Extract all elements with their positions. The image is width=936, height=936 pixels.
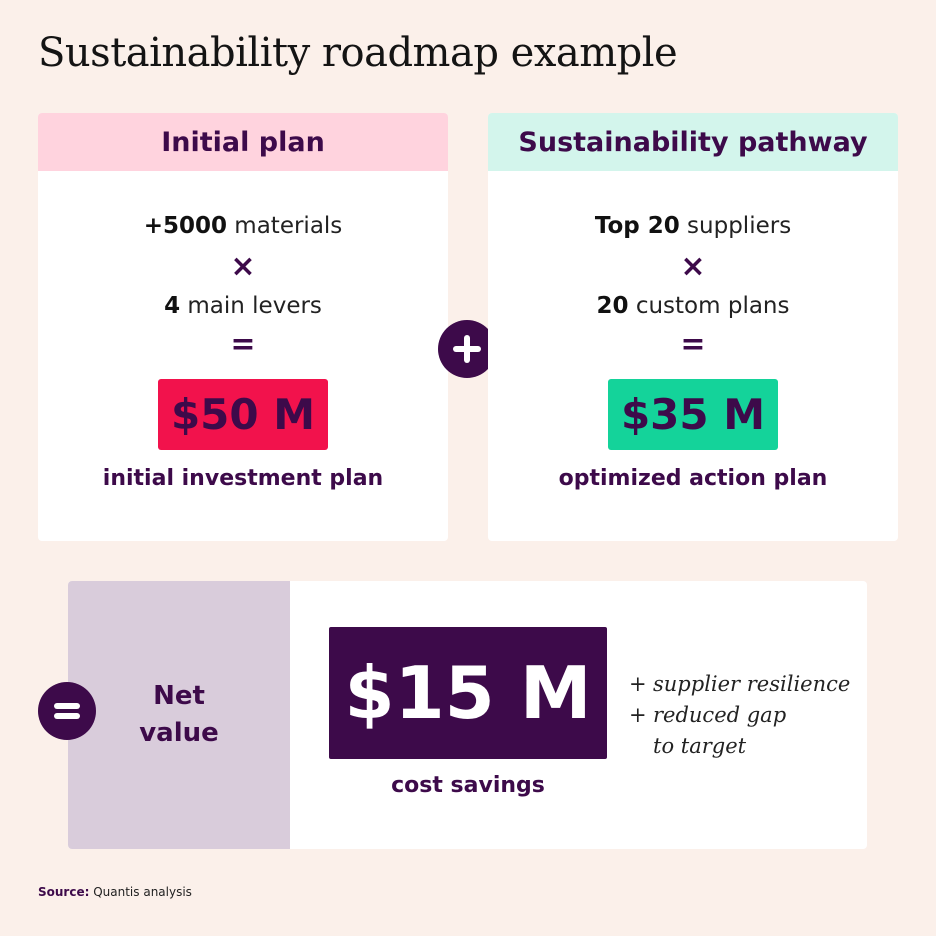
benefit-text: reduced gap bbox=[653, 703, 787, 727]
initial-amount-badge: $50 M bbox=[158, 379, 328, 450]
sustainability-pathway-card: Sustainability pathway Top 20 suppliers … bbox=[488, 113, 898, 541]
initial-caption: initial investment plan bbox=[102, 466, 384, 491]
materials-line: +5000 materials bbox=[38, 213, 448, 239]
custom-plans-line: 20 custom plans bbox=[488, 293, 898, 319]
suppliers-line: Top 20 suppliers bbox=[488, 213, 898, 239]
benefit-text: supplier resilience bbox=[653, 672, 851, 696]
suppliers-count: Top 20 bbox=[594, 213, 680, 239]
sustainability-pathway-header: Sustainability pathway bbox=[488, 113, 898, 171]
equals-symbol: = bbox=[230, 327, 256, 362]
list-item: + reduced gap bbox=[629, 700, 850, 731]
equals-symbol: = bbox=[680, 327, 706, 362]
source-note: Source: Quantis analysis bbox=[38, 885, 192, 899]
benefits-list: + supplier resilience + reduced gap to tar… bbox=[629, 669, 850, 762]
source-text: Quantis analysis bbox=[89, 885, 192, 899]
savings-amount-badge: $15 M bbox=[329, 627, 607, 759]
plus-icon bbox=[438, 320, 496, 378]
initial-plan-card: Initial plan +5000 materials × 4 main le… bbox=[38, 113, 448, 541]
source-label: Source: bbox=[38, 885, 90, 899]
net-value-section: Net value $15 M cost savings + supplier r… bbox=[68, 581, 867, 849]
net-value-panel: Net value bbox=[68, 581, 290, 849]
levers-count: 4 bbox=[164, 293, 181, 319]
materials-label: materials bbox=[227, 213, 343, 239]
custom-plans-count: 20 bbox=[596, 293, 629, 319]
equals-icon bbox=[38, 682, 96, 740]
levers-line: 4 main levers bbox=[38, 293, 448, 319]
savings-caption: cost savings bbox=[391, 773, 545, 798]
materials-count: +5000 bbox=[143, 213, 227, 239]
multiply-symbol: × bbox=[680, 249, 706, 284]
benefit-bullet: + bbox=[629, 672, 647, 696]
list-item: + supplier resilience bbox=[629, 669, 850, 700]
optimized-amount-badge: $35 M bbox=[608, 379, 778, 450]
suppliers-label: suppliers bbox=[679, 213, 792, 239]
initial-plan-header: Initial plan bbox=[38, 113, 448, 171]
levers-label: main levers bbox=[180, 293, 322, 319]
optimized-caption: optimized action plan bbox=[558, 466, 828, 491]
benefit-text: to target bbox=[653, 734, 747, 758]
benefit-bullet: + bbox=[629, 703, 647, 727]
list-item: to target bbox=[629, 731, 850, 762]
page-title: Sustainability roadmap example bbox=[38, 30, 678, 76]
multiply-symbol: × bbox=[230, 249, 256, 284]
net-value-label-line2: value bbox=[139, 718, 219, 748]
net-value-label-line1: Net bbox=[153, 681, 205, 711]
custom-plans-label: custom plans bbox=[628, 293, 790, 319]
